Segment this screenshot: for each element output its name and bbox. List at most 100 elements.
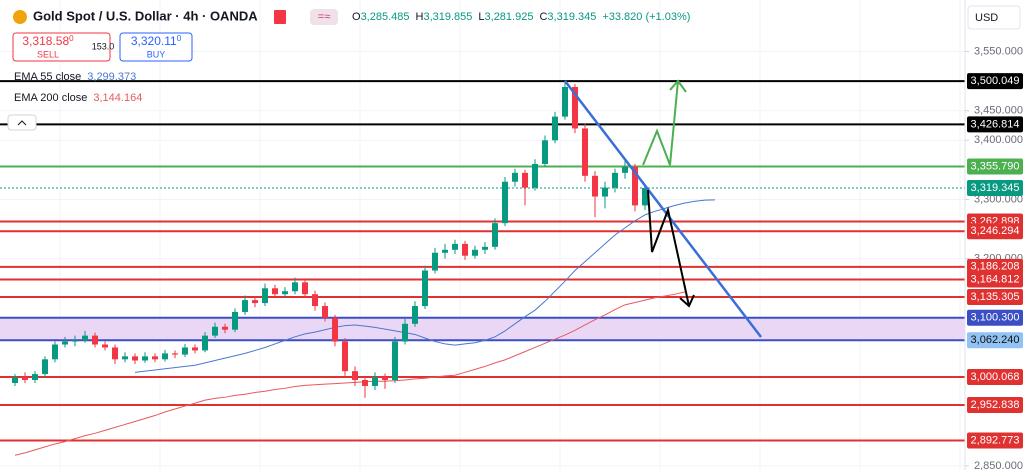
- legend-name: EMA 55 close: [14, 71, 81, 83]
- price-tag-label: 3,164.812: [971, 273, 1020, 285]
- quote-value: 3,319.855: [423, 11, 472, 23]
- levels-layer: [0, 80, 965, 442]
- price-tag: [967, 223, 1023, 240]
- price-tag-label: 3,100.300: [971, 312, 1020, 324]
- quote-key: C: [539, 11, 547, 23]
- quote-line: O3,285.485 H3,319.855 L3,281.925 C3,319.345…: [352, 11, 690, 23]
- collapse-glyph: [17, 120, 27, 126]
- candle-body: [342, 341, 348, 372]
- candle-body: [62, 341, 68, 345]
- sell-label: SELL: [37, 49, 59, 59]
- candle-body: [222, 326, 228, 330]
- candle-body: [162, 353, 168, 360]
- price-tag-label: 3,135.305: [971, 291, 1020, 303]
- candle-body: [562, 87, 568, 117]
- candle-body: [212, 326, 218, 336]
- quote-value: 3,319.345: [547, 11, 596, 23]
- price-tag-label: 3,500.049: [971, 75, 1020, 87]
- candle-body: [142, 356, 148, 361]
- candle-body: [462, 243, 468, 256]
- candle-body: [262, 288, 268, 304]
- grid: [0, 0, 965, 470]
- price-tag: [967, 288, 1023, 305]
- axis-layer: 3,550.0003,450.0003,400.0003,300.0003,20…: [965, 45, 1023, 470]
- price-tag: [967, 271, 1023, 288]
- candle-body: [72, 340, 78, 342]
- quote-key: H: [416, 11, 424, 23]
- bear-path: [647, 189, 690, 307]
- price-tag: [967, 332, 1023, 349]
- candle-body: [602, 187, 608, 197]
- price-tag-label: 2,952.838: [971, 399, 1020, 411]
- candle-body: [492, 223, 498, 247]
- buy-price: 3,320.110: [131, 34, 182, 48]
- currency: USD: [975, 12, 998, 24]
- candle-body: [82, 335, 88, 341]
- price-tag: [967, 116, 1023, 133]
- symbol-logo: [13, 10, 27, 24]
- compare-icon[interactable]: [310, 9, 338, 25]
- candle-body: [372, 377, 378, 386]
- candle-body: [592, 175, 598, 197]
- candle-body: [532, 163, 538, 188]
- candle-body: [402, 323, 408, 342]
- candle-body: [542, 140, 548, 164]
- bear-arrowhead: [679, 294, 695, 308]
- candle-body: [352, 371, 358, 381]
- candle-body: [502, 181, 508, 224]
- candle-body: [642, 188, 648, 206]
- currency-button[interactable]: [967, 5, 1021, 30]
- candle-body: [42, 359, 48, 375]
- candle-body: [32, 374, 38, 381]
- quote-value: 3,281.925: [485, 11, 534, 23]
- candle-body: [312, 294, 318, 307]
- price-tag-label: 3,246.294: [971, 225, 1020, 237]
- candle-body: [622, 166, 628, 173]
- price-tag: [967, 73, 1023, 90]
- quote-key: O: [352, 11, 361, 23]
- candle-body: [292, 282, 298, 292]
- price-tag: [967, 258, 1023, 275]
- candle-body: [422, 270, 428, 307]
- candle-body: [282, 291, 288, 295]
- price-tag: [967, 369, 1023, 386]
- bull-path: [642, 80, 679, 166]
- candle-body: [102, 344, 108, 348]
- candle-body: [572, 87, 578, 129]
- candle-body: [512, 172, 518, 182]
- quote-key: L: [478, 11, 484, 23]
- y-tick-label: 2,850.000: [974, 460, 1023, 470]
- buy-button[interactable]: [119, 32, 193, 62]
- compare-glyph: =≈: [318, 11, 330, 23]
- candle-body: [412, 306, 418, 324]
- candles-layer: [12, 81, 648, 398]
- quote-value: 3,285.485: [361, 11, 410, 23]
- flag-icon[interactable]: [274, 10, 286, 24]
- price-tag-label: 3,355.790: [971, 160, 1020, 172]
- candle-body: [252, 300, 258, 304]
- price-tag: [967, 180, 1023, 197]
- candle-body: [52, 344, 58, 360]
- quote-change: +33.820 (+1.03%): [602, 11, 690, 23]
- zone-layer: [0, 317, 965, 341]
- candle-body: [12, 377, 18, 383]
- price-tag: [967, 396, 1023, 413]
- buy-label: BUY: [147, 49, 166, 59]
- collapse-button[interactable]: [7, 114, 37, 131]
- candle-body: [612, 172, 618, 188]
- price-tag-label: 3,319.345: [971, 182, 1020, 194]
- candle-body: [172, 353, 178, 355]
- candle-body: [322, 306, 328, 318]
- candle-body: [122, 356, 128, 360]
- y-tick-label: 3,300.000: [974, 193, 1023, 205]
- price-tag-label: 3,000.068: [971, 371, 1020, 383]
- candle-body: [192, 347, 198, 351]
- candle-body: [132, 356, 138, 361]
- candle-body: [632, 166, 638, 206]
- sell-price: 3,318.580: [22, 34, 74, 48]
- sell-button[interactable]: [12, 32, 111, 62]
- candle-body: [382, 377, 388, 381]
- candle-body: [272, 288, 278, 295]
